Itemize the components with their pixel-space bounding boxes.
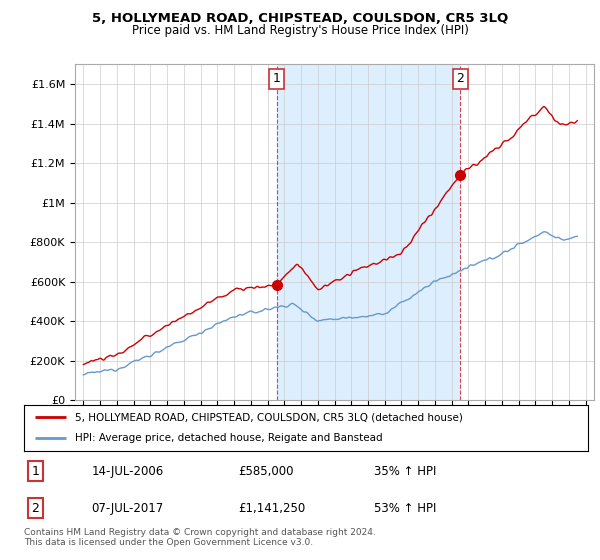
Text: Contains HM Land Registry data © Crown copyright and database right 2024.
This d: Contains HM Land Registry data © Crown c…	[24, 528, 376, 547]
Bar	[577, 64, 594, 400]
Text: 2: 2	[31, 502, 39, 515]
Text: 53% ↑ HPI: 53% ↑ HPI	[374, 502, 436, 515]
Text: 5, HOLLYMEAD ROAD, CHIPSTEAD, COULSDON, CR5 3LQ: 5, HOLLYMEAD ROAD, CHIPSTEAD, COULSDON, …	[92, 12, 508, 25]
Text: 07-JUL-2017: 07-JUL-2017	[92, 502, 164, 515]
Text: £1,141,250: £1,141,250	[238, 502, 305, 515]
Bar	[277, 64, 460, 400]
Text: 5, HOLLYMEAD ROAD, CHIPSTEAD, COULSDON, CR5 3LQ (detached house): 5, HOLLYMEAD ROAD, CHIPSTEAD, COULSDON, …	[75, 412, 463, 422]
Text: £585,000: £585,000	[238, 465, 294, 478]
Text: 35% ↑ HPI: 35% ↑ HPI	[374, 465, 436, 478]
Text: 1: 1	[31, 465, 39, 478]
Text: 2: 2	[457, 72, 464, 85]
Text: HPI: Average price, detached house, Reigate and Banstead: HPI: Average price, detached house, Reig…	[75, 433, 382, 444]
Text: Price paid vs. HM Land Registry's House Price Index (HPI): Price paid vs. HM Land Registry's House …	[131, 24, 469, 36]
Text: 14-JUL-2006: 14-JUL-2006	[92, 465, 164, 478]
Text: 1: 1	[272, 72, 281, 85]
